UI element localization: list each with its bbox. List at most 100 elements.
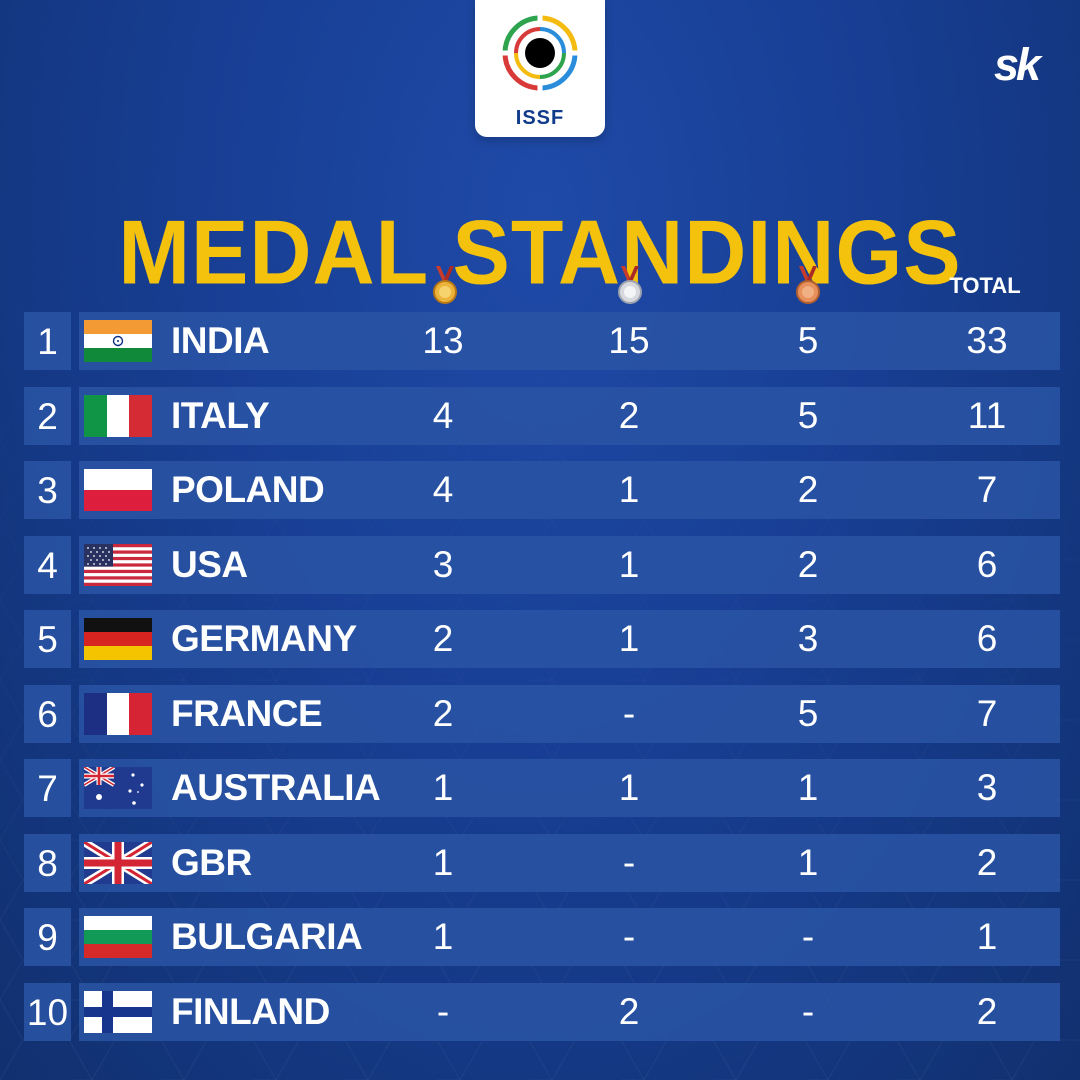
silver-medal-icon (618, 266, 642, 304)
rank-cell: 1 (24, 312, 71, 370)
australia-flag-icon (84, 767, 152, 809)
bronze-count: - (801, 916, 815, 957)
usa-flag-icon (84, 544, 152, 586)
total-count: 2 (976, 842, 998, 883)
silver-count: 2 (618, 991, 640, 1032)
silver-count: 1 (618, 469, 640, 510)
issf-logo-text: ISSF (515, 107, 565, 129)
issf-logo-card: ISSF (475, 0, 605, 137)
gold-count: 2 (432, 618, 454, 659)
country-stats-panel: AUSTRALIA 1 1 1 3 (79, 759, 1060, 817)
rank-cell: 9 (24, 908, 71, 966)
italy-flag-icon (84, 395, 152, 437)
page-title: MEDAL STANDINGS (118, 201, 962, 304)
silver-count: 1 (618, 544, 640, 585)
gbr-flag-icon (84, 842, 152, 884)
germany-flag-icon (84, 618, 152, 660)
country-name: FINLAND (171, 991, 330, 1032)
total-count: 7 (976, 469, 998, 510)
silver-count: - (622, 916, 636, 957)
country-stats-panel: FINLAND - 2 - 2 (79, 983, 1060, 1041)
gold-count: 1 (432, 767, 454, 808)
country-stats-panel: GERMANY 2 1 3 6 (79, 610, 1060, 668)
table-row: 5 GERMANY 2 1 3 6 (0, 610, 1080, 668)
total-column-label: TOTAL (949, 273, 1021, 298)
country-stats-panel: USA 3 1 2 6 (79, 536, 1060, 594)
country-name: POLAND (171, 469, 325, 510)
total-count: 33 (966, 320, 1008, 361)
table-row: 6 FRANCE 2 - 5 7 (0, 685, 1080, 743)
country-stats-panel: FRANCE 2 - 5 7 (79, 685, 1060, 743)
country-name: AUSTRALIA (171, 767, 381, 808)
gold-count: 3 (432, 544, 454, 585)
rank-cell: 6 (24, 685, 71, 743)
country-stats-panel: BULGARIA 1 - - 1 (79, 908, 1060, 966)
country-name: USA (171, 544, 248, 585)
rank-cell: 3 (24, 461, 71, 519)
bronze-count: 1 (797, 767, 819, 808)
table-row: 10 FINLAND - 2 - 2 (0, 983, 1080, 1041)
total-count: 2 (976, 991, 998, 1032)
finland-flag-icon (84, 991, 152, 1033)
france-flag-icon (84, 693, 152, 735)
target-icon (500, 13, 580, 93)
total-count: 11 (967, 395, 1007, 436)
rank-cell: 5 (24, 610, 71, 668)
table-row: 9 BULGARIA 1 - - 1 (0, 908, 1080, 966)
country-name: BULGARIA (171, 916, 363, 957)
gold-count: 4 (432, 469, 454, 510)
rank-cell: 2 (24, 387, 71, 445)
bronze-count: 2 (797, 544, 819, 585)
country-stats-panel: ITALY 4 2 5 11 (79, 387, 1060, 445)
bronze-medal-icon (796, 266, 820, 304)
total-count: 7 (976, 693, 998, 734)
gold-count: - (436, 991, 450, 1032)
country-name: GERMANY (171, 618, 357, 659)
bronze-count: 5 (797, 693, 819, 734)
gold-count: 13 (422, 320, 464, 361)
gold-count: 2 (432, 693, 454, 734)
country-stats-panel: GBR 1 - 1 2 (79, 834, 1060, 892)
india-flag-icon (84, 320, 152, 362)
rank-cell: 4 (24, 536, 71, 594)
table-row: 7 (0, 759, 1080, 817)
silver-count: - (622, 693, 636, 734)
gold-medal-icon (433, 266, 457, 304)
table-row: 3 POLAND 4 1 2 7 (0, 461, 1080, 519)
table-row: 1 INDIA 13 15 5 33 (0, 312, 1080, 370)
bronze-count: 5 (797, 320, 819, 361)
total-count: 6 (976, 618, 998, 659)
total-count: 3 (976, 767, 998, 808)
rank-cell: 8 (24, 834, 71, 892)
bronze-count: 1 (797, 842, 819, 883)
country-name: FRANCE (171, 693, 323, 734)
rank-cell: 7 (24, 759, 71, 817)
country-name: ITALY (171, 395, 270, 436)
country-stats-panel: INDIA 13 15 5 33 (79, 312, 1060, 370)
total-count: 6 (976, 544, 998, 585)
gold-count: 1 (432, 842, 454, 883)
poland-flag-icon (84, 469, 152, 511)
bronze-count: - (801, 991, 815, 1032)
silver-count: - (622, 842, 636, 883)
country-name: INDIA (171, 320, 270, 361)
silver-count: 1 (618, 618, 640, 659)
silver-count: 2 (618, 395, 640, 436)
sk-watermark-logo: sk (993, 39, 1041, 90)
medal-column-header: TOTAL (0, 265, 1080, 305)
table-row: 8 GBR 1 - 1 2 (0, 834, 1080, 892)
silver-count: 15 (608, 320, 650, 361)
country-name: GBR (171, 842, 252, 883)
total-count: 1 (976, 916, 998, 957)
gold-count: 4 (432, 395, 454, 436)
bulgaria-flag-icon (84, 916, 152, 958)
table-row: 4 (0, 536, 1080, 594)
bronze-count: 5 (797, 395, 819, 436)
table-row: 2 ITALY 4 2 5 11 (0, 387, 1080, 445)
country-stats-panel: POLAND 4 1 2 7 (79, 461, 1060, 519)
bronze-count: 3 (797, 618, 819, 659)
silver-count: 1 (618, 767, 640, 808)
bronze-count: 2 (797, 469, 819, 510)
gold-count: 1 (432, 916, 454, 957)
rank-cell: 10 (24, 983, 71, 1041)
